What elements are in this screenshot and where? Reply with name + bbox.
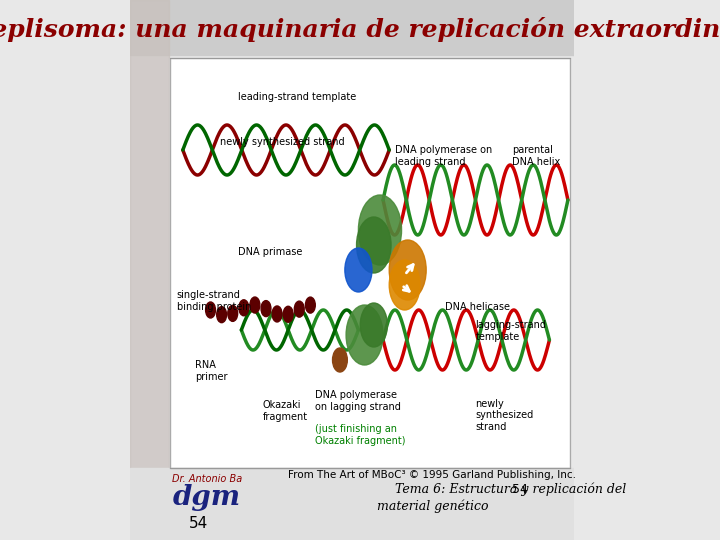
Text: 54: 54 (189, 516, 208, 531)
Text: From The Art of MBoC³ © 1995 Garland Publishing, Inc.: From The Art of MBoC³ © 1995 Garland Pub… (288, 470, 576, 480)
Text: Dr. Antonio Ba: Dr. Antonio Ba (171, 474, 242, 484)
Text: 54: 54 (513, 483, 528, 496)
Circle shape (250, 297, 260, 313)
Bar (130, 0, 574, 55)
Text: Tema 6: Estructura y replicación del: Tema 6: Estructura y replicación del (395, 483, 626, 496)
Circle shape (360, 303, 387, 347)
Text: DNA primase: DNA primase (238, 247, 302, 257)
Bar (130, 0, 168, 540)
Bar (171, 58, 570, 468)
Circle shape (294, 301, 304, 317)
Circle shape (283, 306, 293, 322)
Text: newly synthesized strand: newly synthesized strand (220, 137, 344, 147)
Text: (just finishing an: (just finishing an (315, 424, 397, 434)
Text: DNA polymerase on
leading strand: DNA polymerase on leading strand (395, 145, 492, 167)
Circle shape (261, 301, 271, 316)
Text: parental
DNA helix: parental DNA helix (513, 145, 561, 167)
Circle shape (346, 305, 383, 365)
Circle shape (239, 300, 248, 316)
Text: Okazaki fragment): Okazaki fragment) (315, 436, 406, 446)
Bar (130, 468, 574, 540)
Circle shape (390, 260, 420, 310)
Text: RNA
primer: RNA primer (195, 360, 228, 382)
Text: leading-strand template: leading-strand template (238, 92, 356, 102)
Text: DNA helicase: DNA helicase (445, 302, 510, 312)
Circle shape (272, 306, 282, 322)
Text: single-strand
binding protein: single-strand binding protein (176, 291, 251, 312)
Circle shape (333, 348, 347, 372)
Text: lagging-strand
template: lagging-strand template (475, 320, 546, 342)
Text: material genético: material genético (377, 500, 488, 513)
Text: Okazaki
fragment: Okazaki fragment (263, 400, 308, 422)
Circle shape (345, 248, 372, 292)
Text: dgm: dgm (172, 484, 240, 511)
Circle shape (305, 297, 315, 313)
Text: DNA polymerase
on lagging strand: DNA polymerase on lagging strand (315, 390, 401, 412)
Circle shape (206, 302, 215, 318)
Circle shape (356, 217, 391, 273)
Circle shape (228, 306, 238, 321)
Text: El replisoma: una maquinaria de replicación extraordinaria: El replisoma: una maquinaria de replicac… (0, 17, 720, 43)
Circle shape (359, 195, 402, 265)
Circle shape (390, 240, 426, 300)
Text: newly
synthesized
strand: newly synthesized strand (475, 399, 534, 432)
Circle shape (217, 307, 227, 323)
